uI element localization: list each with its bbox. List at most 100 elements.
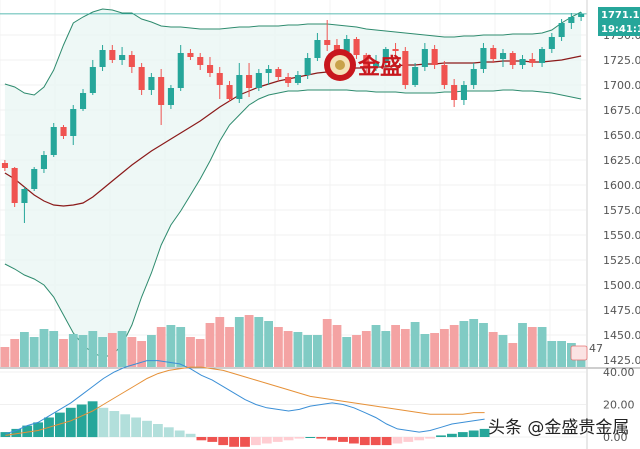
price-tick-label: 1675.00 (603, 104, 640, 117)
macd-histogram-bar (294, 437, 305, 439)
volume-bar (352, 335, 361, 367)
macd-histogram-bar (468, 430, 479, 437)
candle (363, 53, 370, 73)
candle (226, 81, 233, 102)
volume-bar (449, 325, 459, 367)
candle-body (578, 14, 585, 17)
volume-bar (283, 331, 293, 367)
candle (265, 65, 272, 85)
candle (148, 73, 155, 95)
macd-histogram-bar (207, 437, 218, 442)
volume-bar (527, 327, 537, 367)
volume-bar (29, 337, 39, 367)
macd-histogram-bar (229, 437, 239, 447)
volume-bar (508, 343, 518, 367)
volume-bar (440, 329, 449, 367)
candle (539, 47, 546, 67)
candle-body (1, 163, 8, 168)
volume-bar (0, 347, 10, 367)
volume-bar (264, 321, 273, 367)
volume-bar (166, 325, 176, 367)
candle-body (373, 63, 380, 67)
macd-histogram-bar (359, 437, 370, 446)
price-tick-label: 1700.00 (603, 79, 640, 92)
price-axis-ticks: 1425.00 1450.00 1475.00 1500.00 1525.00 1550.… (603, 29, 640, 367)
volume-bar (498, 335, 508, 367)
candle (21, 187, 28, 223)
candle-body (109, 50, 116, 60)
volume-bar (88, 331, 98, 367)
candle-body (509, 53, 516, 65)
candle-body (128, 55, 135, 67)
candle (40, 151, 47, 173)
candle (187, 49, 194, 60)
macd-histogram-bar (120, 414, 131, 438)
candle (412, 63, 419, 87)
volume-bar (244, 315, 254, 367)
macd-histogram-bar (392, 437, 403, 444)
macd-axis-ticks: 40.00 20.00 0.00 (603, 366, 635, 444)
candle-body (333, 45, 340, 52)
candle-body (187, 53, 194, 57)
volume-bar (342, 337, 352, 367)
candle-body (177, 53, 184, 88)
candle (392, 43, 399, 57)
volume-bar (488, 332, 498, 367)
candle (373, 55, 380, 71)
candle-body (99, 50, 106, 67)
macd-histogram-bar (283, 437, 294, 441)
candle-body (265, 69, 272, 73)
candle-body (197, 57, 204, 65)
volume-bar (147, 335, 156, 367)
candle-body (21, 189, 28, 203)
candle-body (539, 49, 546, 63)
candle (109, 45, 116, 63)
candle (158, 69, 165, 125)
candle-body (70, 109, 77, 136)
candle-body (548, 37, 555, 49)
last-price-value: 1771.15 (601, 10, 640, 21)
candle (128, 51, 135, 73)
candle (294, 71, 301, 85)
price-tick-label: 1425.00 (603, 354, 640, 367)
candle-body (343, 39, 350, 52)
candle-body (431, 49, 438, 65)
macd-histogram-bar (55, 412, 65, 437)
volume-bar (391, 325, 400, 367)
macd-histogram-bar (109, 411, 120, 437)
volume-bars (0, 315, 586, 367)
macd-tick-label: 0.00 (603, 431, 628, 444)
candle-body (500, 53, 507, 59)
candle (50, 123, 57, 157)
volume-bar (469, 319, 479, 367)
volume-bar (234, 317, 244, 367)
volume-bar (156, 327, 166, 367)
macd-histogram-bar (174, 430, 185, 437)
price-tick-label: 1475.00 (603, 304, 640, 317)
volume-bar (410, 322, 420, 367)
volume-bar (547, 341, 557, 367)
candle (480, 43, 487, 73)
last-price-time: 19:41:14 (601, 24, 640, 35)
volume-bar (537, 327, 547, 367)
candle-body (353, 39, 360, 55)
volume-bar (361, 331, 371, 367)
macd-histogram-bar (327, 437, 337, 441)
candle-body (246, 75, 253, 88)
volume-bar (400, 329, 410, 367)
candle-body (421, 49, 428, 67)
volume-badge (570, 345, 588, 361)
volume-bar (322, 319, 332, 367)
volume-bar (186, 337, 195, 367)
macd-histogram-bar (11, 428, 22, 437)
macd-histogram-bar (33, 422, 43, 437)
candle-body (11, 168, 18, 203)
volume-axis-label-2: 7 (596, 342, 603, 355)
candle (99, 45, 106, 71)
volume-bar (127, 337, 137, 367)
candle (402, 47, 409, 89)
macd-histogram-bar (425, 437, 435, 439)
macd-histogram-bar (98, 407, 109, 438)
candle (304, 53, 311, 79)
